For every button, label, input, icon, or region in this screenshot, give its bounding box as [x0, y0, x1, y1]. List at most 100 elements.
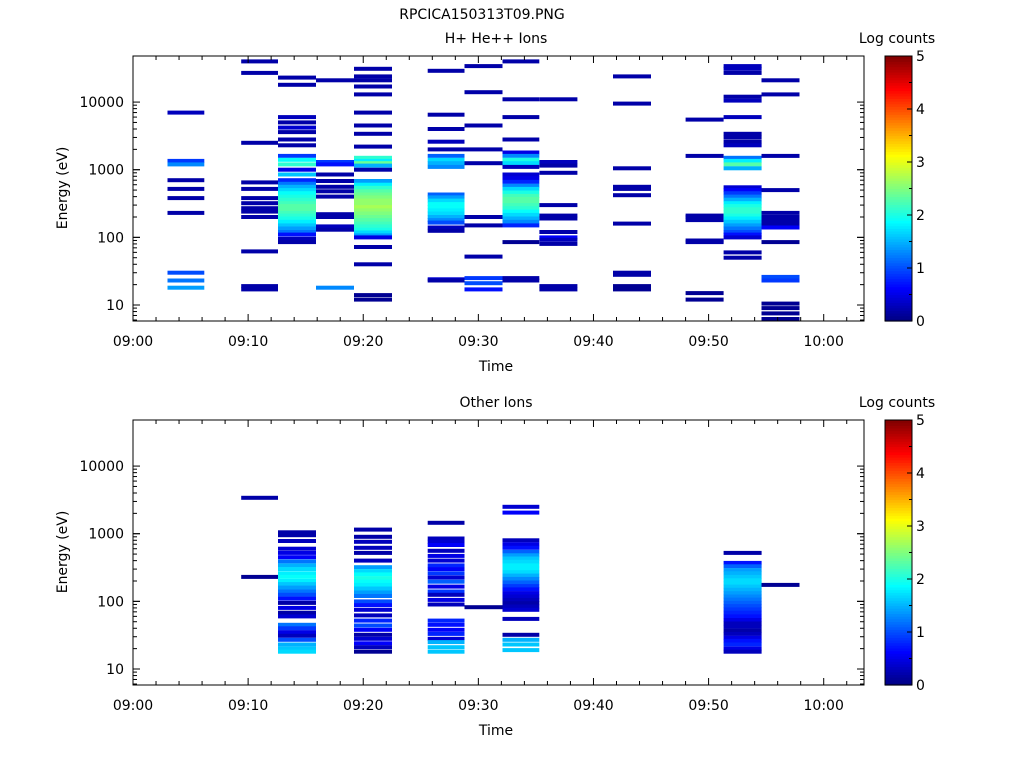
energy-bin-cell [354, 218, 392, 223]
energy-bin-cell [613, 101, 651, 106]
energy-bin-cell [613, 166, 651, 171]
energy-bin-cell [502, 570, 540, 575]
energy-bin-cell [354, 534, 392, 539]
colorbar-step [885, 576, 912, 580]
energy-bin-cell [723, 64, 762, 69]
colorbar-step [885, 132, 912, 137]
energy-bin-cell [316, 78, 354, 83]
colorbar-step [885, 74, 912, 78]
energy-bin-cell [723, 66, 762, 71]
energy-bin-cell [502, 219, 540, 224]
energy-bin-cell [278, 610, 316, 615]
colorbar-step [885, 275, 912, 280]
energy-bin-cell [278, 649, 316, 654]
energy-bin-cell [502, 604, 540, 609]
colorbar-step [885, 169, 912, 174]
energy-bin-cell [278, 600, 316, 605]
energy-bin-cell [723, 185, 762, 190]
energy-bin-cell [354, 599, 392, 604]
colorbar-step [885, 233, 912, 237]
energy-bin-cell [316, 179, 354, 183]
energy-bin-cell [685, 218, 724, 223]
energy-bin-cell [539, 97, 578, 102]
panel-other-ions: Other Ions 09:00 09:10 09:20 09:30 09:40 09:5… [55, 395, 935, 739]
energy-bin-cell [278, 555, 316, 560]
energy-bin-cell [761, 188, 800, 193]
energy-bin-cell [539, 163, 578, 168]
x-tick-label: 09:30 [458, 698, 498, 714]
energy-bin-cell [354, 579, 392, 584]
energy-bin-cell [427, 164, 465, 169]
energy-bin-cell [278, 530, 316, 535]
energy-bin-cell [278, 582, 316, 587]
colorbar-step [885, 130, 912, 134]
energy-bin-cell [278, 567, 316, 572]
colorbar-step [885, 143, 912, 147]
colorbar-label: Log counts [859, 395, 935, 411]
energy-bin-cell [278, 236, 316, 241]
energy-bin-cell [427, 627, 465, 632]
energy-bin-cell [354, 623, 392, 628]
colorbar-step [885, 467, 912, 471]
colorbar-step [885, 616, 912, 620]
energy-bin-cell [316, 189, 354, 194]
energy-bin-cell [723, 628, 762, 633]
energy-bin-cell [278, 563, 316, 568]
energy-bin-cell [723, 631, 762, 636]
colorbar-tick-label: 0 [916, 678, 925, 694]
colorbar-tick-label: 4 [916, 102, 925, 118]
colorbar-step [885, 677, 912, 681]
energy-bin-cell [354, 208, 392, 213]
energy-bin-cell [427, 553, 465, 558]
colorbar-step [885, 594, 912, 599]
energy-bin-cell [278, 130, 316, 135]
colorbar-step [885, 167, 912, 171]
energy-bin-cell [502, 576, 540, 581]
energy-bin-cell [278, 633, 316, 638]
x-tick-label: 09:20 [343, 334, 383, 350]
energy-bin-cell [502, 559, 540, 564]
colorbar-step [885, 265, 912, 269]
colorbar-step [885, 488, 912, 493]
energy-bin-cell [761, 274, 800, 279]
energy-bin-cell [354, 227, 392, 232]
energy-bin-cell [278, 153, 316, 158]
energy-bin-cell [167, 270, 205, 275]
energy-bin-cell [427, 192, 465, 197]
energy-bin-cell [241, 70, 278, 75]
energy-bin-cell [278, 115, 316, 120]
energy-bin-cell [761, 582, 800, 587]
energy-bin-cell [278, 194, 316, 199]
energy-bin-cell [502, 216, 540, 221]
colorbar-step [885, 605, 912, 609]
y-axis-label: Energy (eV) [55, 147, 71, 230]
colorbar-step [885, 491, 912, 495]
energy-bin-cell [502, 193, 540, 198]
colorbar-step [885, 629, 912, 633]
colorbar-step [885, 600, 912, 604]
colorbar-step [885, 539, 912, 543]
x-tick-label: 09:30 [458, 334, 498, 350]
energy-bin-cell [464, 254, 503, 259]
colorbar-step [885, 262, 912, 266]
energy-bin-cell [502, 150, 540, 155]
colorbar-step [885, 480, 912, 485]
energy-bin-cell [354, 221, 392, 226]
energy-bin-cell [354, 235, 392, 240]
energy-bin-cell [723, 600, 762, 605]
colorbar-step [885, 470, 912, 474]
energy-bin-cell [354, 545, 392, 550]
energy-bin-cell [723, 70, 762, 75]
energy-bin-cell [427, 278, 465, 283]
colorbar-step [885, 621, 912, 625]
energy-bin-cell [723, 581, 762, 586]
energy-bin-cell [539, 237, 578, 242]
energy-bin-cell [354, 144, 392, 149]
energy-bin-cell [167, 110, 205, 115]
energy-bin-cell [502, 587, 540, 592]
x-tick-label: 10:00 [804, 698, 844, 714]
energy-bin-cell [502, 637, 540, 642]
energy-bin-cell [278, 539, 316, 543]
energy-bin-cell [502, 648, 540, 653]
colorbar-step [885, 669, 912, 673]
